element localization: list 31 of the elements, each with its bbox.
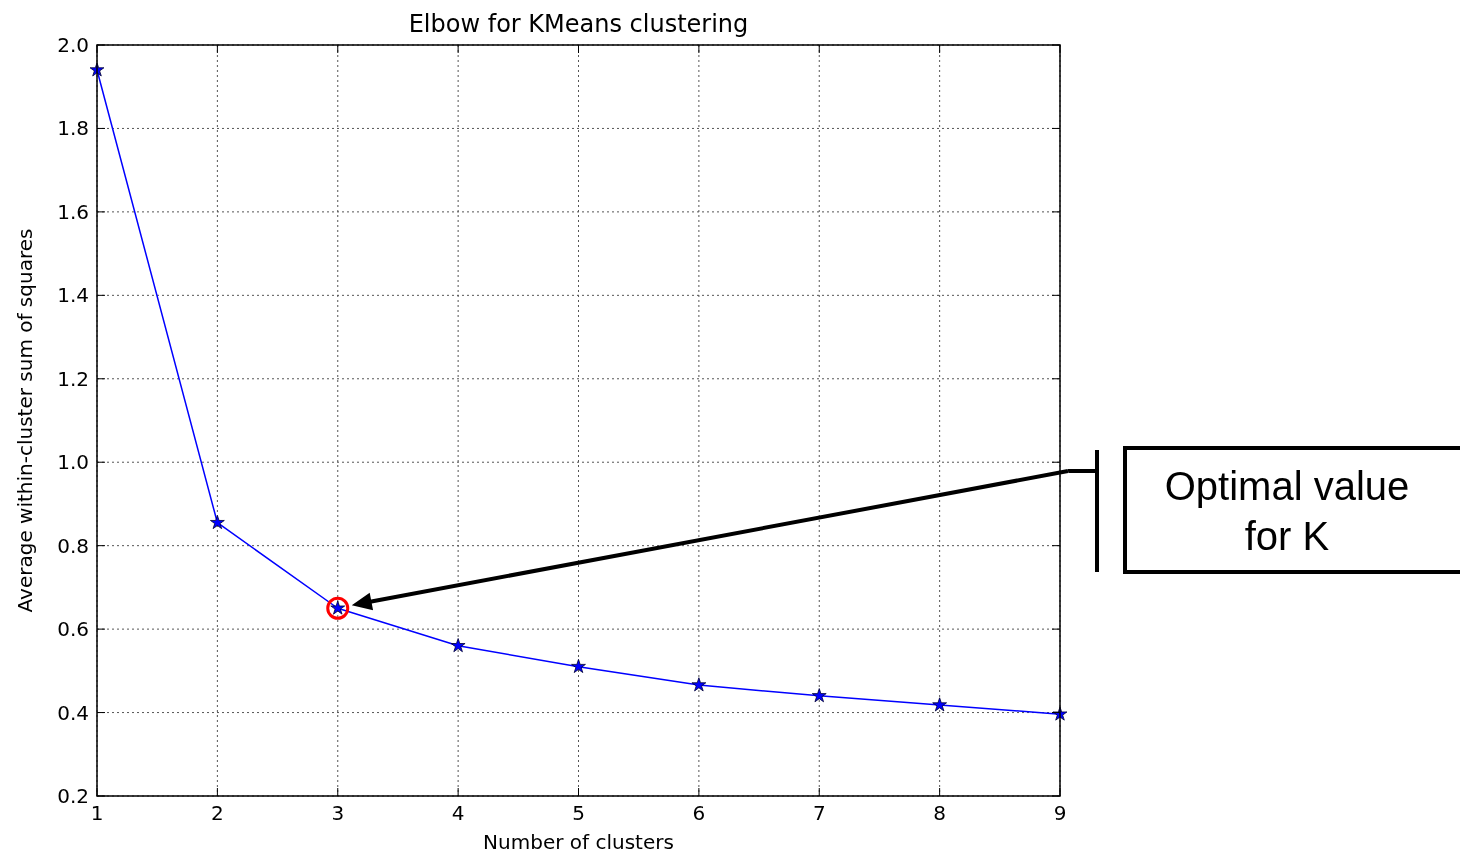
y-tick-label: 0.6 <box>57 617 89 642</box>
point <box>811 688 827 703</box>
y-tick-label: 0.4 <box>57 700 89 725</box>
x-tick-label: 3 <box>331 801 345 825</box>
point <box>932 697 947 712</box>
chart-title: Elbow for KMeans clustering <box>408 10 749 38</box>
y-tick-label: 1.0 <box>57 450 89 475</box>
point <box>1052 706 1068 721</box>
text: Optimal value for K <box>1164 464 1410 558</box>
y-tick-label: 1.8 <box>57 116 89 141</box>
y-tick-label: 2.0 <box>57 33 89 57</box>
y-tick-label: 1.4 <box>57 283 89 308</box>
x-tick-label: 4 <box>451 801 465 825</box>
y-axis-title: Average within-cluster sum of squares <box>13 228 37 613</box>
x-tick-label: 8 <box>933 801 946 825</box>
point <box>89 62 105 77</box>
point <box>571 658 586 673</box>
y-tick-label: 1.6 <box>57 199 89 224</box>
x-tick-label: 5 <box>572 801 585 825</box>
x-tick-label: 7 <box>812 801 826 825</box>
x-tick-label: 6 <box>692 801 706 825</box>
x-tick-label: 1 <box>90 801 104 825</box>
x-tick-label: 2 <box>211 801 224 825</box>
point <box>450 638 466 653</box>
x-axis-title: Number of clusters <box>483 830 674 853</box>
x-tick-label: 9 <box>1053 801 1067 825</box>
point <box>210 515 225 530</box>
y-tick-label: 0.8 <box>57 533 89 558</box>
y-tick-label: 0.2 <box>57 784 89 808</box>
point <box>691 677 707 692</box>
y-tick-label: 1.2 <box>57 366 89 391</box>
